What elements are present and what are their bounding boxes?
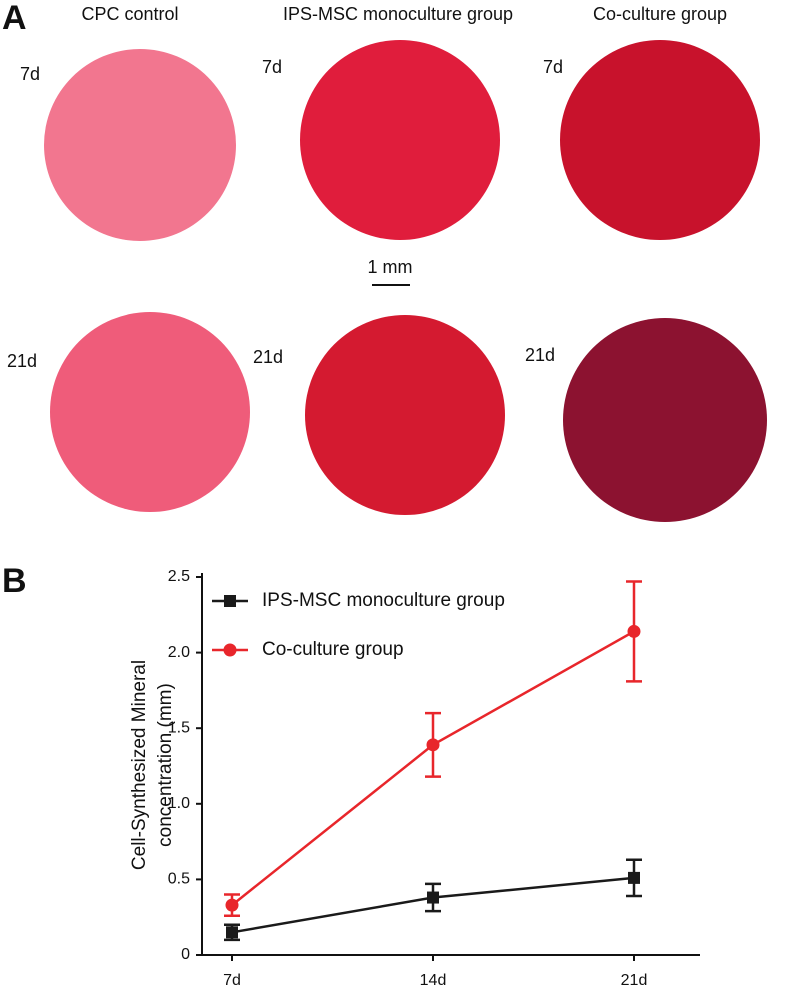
marker <box>426 738 440 752</box>
sample-disk <box>44 49 236 241</box>
marker <box>427 891 439 904</box>
row-label: 21d <box>7 351 37 371</box>
sample-disk <box>50 312 250 512</box>
sample-disk <box>300 40 500 240</box>
marker <box>224 595 236 607</box>
column-title: CPC control <box>81 4 178 24</box>
y-tick-label: 1.5 <box>168 719 190 736</box>
marker <box>223 643 237 657</box>
legend-label: Co-culture group <box>262 639 404 660</box>
sample-disk <box>563 318 767 522</box>
marker <box>226 926 238 939</box>
row-label: 7d <box>543 57 563 77</box>
scale-bar-label: 1 mm <box>368 257 413 277</box>
panel-label: B <box>2 562 27 600</box>
row-label: 7d <box>20 64 40 84</box>
sample-disk <box>305 315 505 515</box>
y-tick-label: 2.5 <box>168 568 190 585</box>
x-tick-label: 14d <box>420 972 447 989</box>
y-tick-label: 0.5 <box>168 871 190 888</box>
x-tick-label: 7d <box>223 972 241 989</box>
column-title: IPS-MSC monoculture group <box>283 4 513 24</box>
row-label: 21d <box>253 347 283 367</box>
x-tick-label: 21d <box>621 972 648 989</box>
marker <box>627 624 641 638</box>
y-tick-label: 2.0 <box>168 644 190 661</box>
legend-label: IPS-MSC monoculture group <box>262 590 505 611</box>
row-label: 7d <box>262 57 282 77</box>
column-title: Co-culture group <box>593 4 727 24</box>
y-axis-label: concentration (mm) <box>155 683 176 847</box>
y-tick-label: 0 <box>181 946 190 963</box>
marker <box>225 898 239 912</box>
sample-disk <box>560 40 760 240</box>
panel-label: A <box>2 0 27 37</box>
marker <box>628 871 640 884</box>
row-label: 21d <box>525 345 555 365</box>
y-tick-label: 1.0 <box>168 795 190 812</box>
y-axis-label: Cell-Synthesized Mineral <box>129 660 150 870</box>
